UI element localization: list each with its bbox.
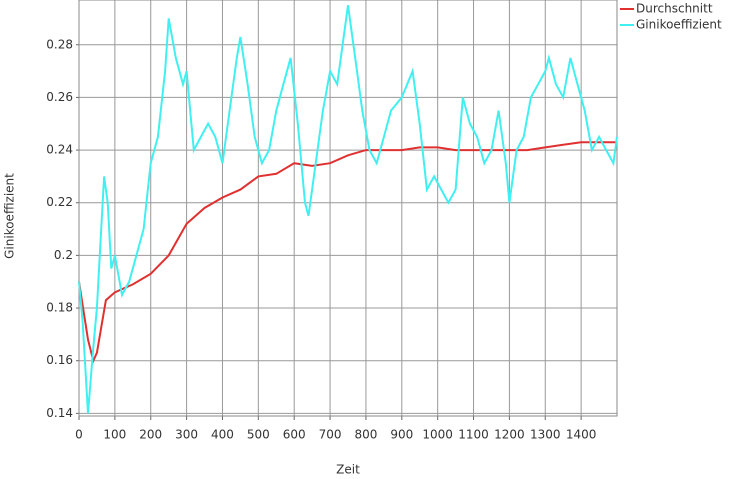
x-tick-label: 100 xyxy=(103,428,126,442)
y-tick-label: 0.2 xyxy=(54,248,73,262)
x-tick-label: 1300 xyxy=(530,428,561,442)
x-tick-label: 900 xyxy=(390,428,413,442)
plot-frame xyxy=(78,0,618,417)
y-tick-label: 0.22 xyxy=(46,195,73,209)
y-tick-label: 0.28 xyxy=(46,37,73,51)
x-tick-label: 1400 xyxy=(566,428,597,442)
x-tick-label: 0 xyxy=(75,428,83,442)
y-tick-label: 0.18 xyxy=(46,301,73,315)
x-tick-label: 700 xyxy=(319,428,342,442)
x-tick-label: 600 xyxy=(283,428,306,442)
x-tick-label: 1100 xyxy=(458,428,489,442)
y-axis-label: Ginikoeffizient xyxy=(3,173,17,259)
x-tick-label: 800 xyxy=(354,428,377,442)
x-axis-label: Zeit xyxy=(336,463,360,477)
x-tick-label: 1000 xyxy=(422,428,453,442)
legend-label: Ginikoeffizient xyxy=(636,18,722,32)
series-line xyxy=(78,5,618,414)
x-tick-label: 500 xyxy=(247,428,270,442)
plot-area xyxy=(79,0,617,416)
x-tick-label: 400 xyxy=(211,428,234,442)
y-tick-label: 0.24 xyxy=(46,143,73,157)
y-tick-label: 0.16 xyxy=(46,353,73,367)
x-tick-label: 300 xyxy=(175,428,198,442)
x-tick-label: 1200 xyxy=(494,428,525,442)
y-tick-label: 0.14 xyxy=(46,406,73,420)
legend-label: Durchschnitt xyxy=(636,2,713,16)
x-tick-label: 200 xyxy=(139,428,162,442)
y-tick-label: 0.26 xyxy=(46,90,73,104)
series-line xyxy=(78,141,617,364)
